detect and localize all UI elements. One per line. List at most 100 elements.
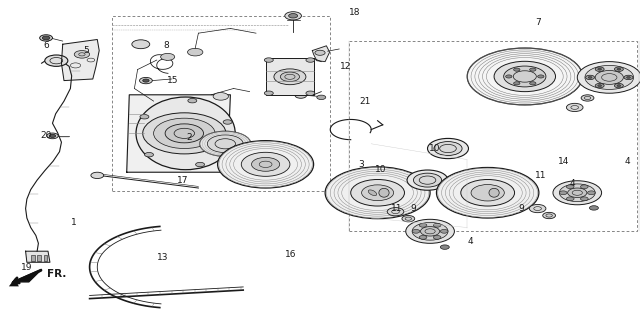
Bar	[266, 58, 314, 95]
Text: 21: 21	[359, 97, 371, 106]
Text: 17: 17	[177, 176, 188, 185]
Circle shape	[161, 53, 175, 60]
Text: 15: 15	[167, 76, 179, 85]
Circle shape	[513, 68, 520, 71]
Circle shape	[182, 109, 195, 115]
Circle shape	[207, 135, 243, 153]
Circle shape	[529, 68, 536, 71]
Circle shape	[559, 184, 595, 202]
Circle shape	[306, 91, 315, 95]
Polygon shape	[127, 95, 230, 172]
Circle shape	[132, 40, 150, 49]
Circle shape	[581, 95, 594, 101]
Bar	[37, 255, 41, 261]
Circle shape	[614, 83, 623, 88]
Circle shape	[580, 185, 588, 189]
Ellipse shape	[489, 188, 499, 197]
Circle shape	[538, 75, 544, 78]
Circle shape	[213, 93, 228, 100]
Circle shape	[494, 61, 556, 92]
Circle shape	[407, 170, 448, 190]
Bar	[44, 255, 47, 261]
Circle shape	[585, 65, 634, 89]
Text: 16: 16	[285, 250, 297, 259]
Circle shape	[168, 104, 184, 111]
Circle shape	[553, 181, 602, 205]
Circle shape	[188, 99, 197, 103]
Text: 13: 13	[157, 253, 169, 262]
Circle shape	[471, 185, 504, 201]
Text: 9: 9	[519, 204, 524, 213]
Circle shape	[433, 223, 441, 227]
Bar	[170, 118, 192, 126]
Circle shape	[274, 69, 306, 85]
Circle shape	[200, 131, 251, 156]
Circle shape	[317, 95, 326, 100]
Text: 2: 2	[186, 133, 191, 142]
Circle shape	[387, 208, 404, 216]
Circle shape	[598, 85, 602, 87]
Circle shape	[420, 227, 440, 236]
Circle shape	[467, 48, 582, 105]
Circle shape	[188, 48, 203, 56]
Circle shape	[543, 212, 556, 219]
Text: 10: 10	[429, 144, 441, 153]
Circle shape	[566, 185, 574, 189]
Circle shape	[289, 14, 298, 18]
Circle shape	[436, 167, 539, 218]
Circle shape	[617, 85, 621, 87]
Circle shape	[280, 72, 300, 82]
Circle shape	[506, 75, 512, 78]
Circle shape	[223, 120, 232, 124]
Circle shape	[513, 82, 520, 85]
Circle shape	[428, 138, 468, 159]
Circle shape	[412, 229, 420, 233]
Circle shape	[402, 216, 415, 222]
Circle shape	[624, 75, 633, 80]
Circle shape	[285, 12, 301, 20]
Circle shape	[218, 141, 314, 188]
Circle shape	[589, 206, 598, 210]
Circle shape	[440, 245, 449, 249]
Circle shape	[91, 172, 104, 179]
Circle shape	[434, 142, 462, 155]
Circle shape	[529, 82, 536, 85]
Circle shape	[252, 157, 280, 171]
Circle shape	[588, 76, 592, 78]
Text: FR.: FR.	[47, 269, 66, 279]
Text: 9: 9	[410, 204, 415, 213]
Text: 4: 4	[570, 179, 575, 188]
Circle shape	[47, 133, 58, 139]
Circle shape	[143, 79, 149, 82]
Text: 1: 1	[71, 218, 76, 227]
Circle shape	[440, 229, 448, 233]
Bar	[112, 16, 330, 191]
Text: 14: 14	[557, 157, 569, 166]
Circle shape	[306, 58, 315, 62]
Circle shape	[617, 68, 621, 70]
Text: 6: 6	[44, 41, 49, 50]
Circle shape	[140, 115, 149, 119]
Circle shape	[140, 77, 152, 84]
Circle shape	[559, 191, 567, 195]
Circle shape	[595, 67, 604, 71]
Circle shape	[295, 93, 307, 98]
Circle shape	[154, 118, 215, 149]
Circle shape	[49, 134, 56, 137]
Circle shape	[595, 83, 604, 88]
Text: 18: 18	[349, 8, 361, 17]
Circle shape	[566, 197, 574, 201]
Polygon shape	[26, 251, 50, 262]
Circle shape	[264, 91, 273, 95]
Text: 3: 3	[359, 160, 364, 169]
Circle shape	[325, 167, 430, 219]
Bar	[349, 41, 637, 231]
Text: 11: 11	[535, 171, 547, 180]
Circle shape	[40, 35, 52, 41]
Circle shape	[595, 70, 623, 84]
Circle shape	[196, 162, 205, 167]
Text: 7: 7	[535, 18, 540, 27]
Circle shape	[419, 235, 427, 239]
Circle shape	[419, 223, 427, 227]
Circle shape	[264, 58, 273, 62]
